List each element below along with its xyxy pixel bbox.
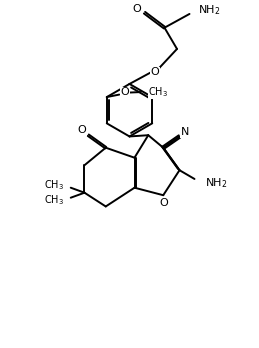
Text: O: O (133, 4, 141, 14)
Text: CH$_3$: CH$_3$ (45, 193, 64, 207)
Text: O: O (120, 87, 129, 97)
Text: N: N (181, 127, 189, 137)
Text: NH$_2$: NH$_2$ (198, 3, 221, 17)
Text: NH$_2$: NH$_2$ (205, 176, 227, 190)
Text: O: O (151, 67, 159, 77)
Text: O: O (78, 125, 86, 135)
Text: CH$_3$: CH$_3$ (148, 85, 168, 99)
Text: O: O (159, 198, 168, 208)
Text: CH$_3$: CH$_3$ (45, 178, 64, 192)
